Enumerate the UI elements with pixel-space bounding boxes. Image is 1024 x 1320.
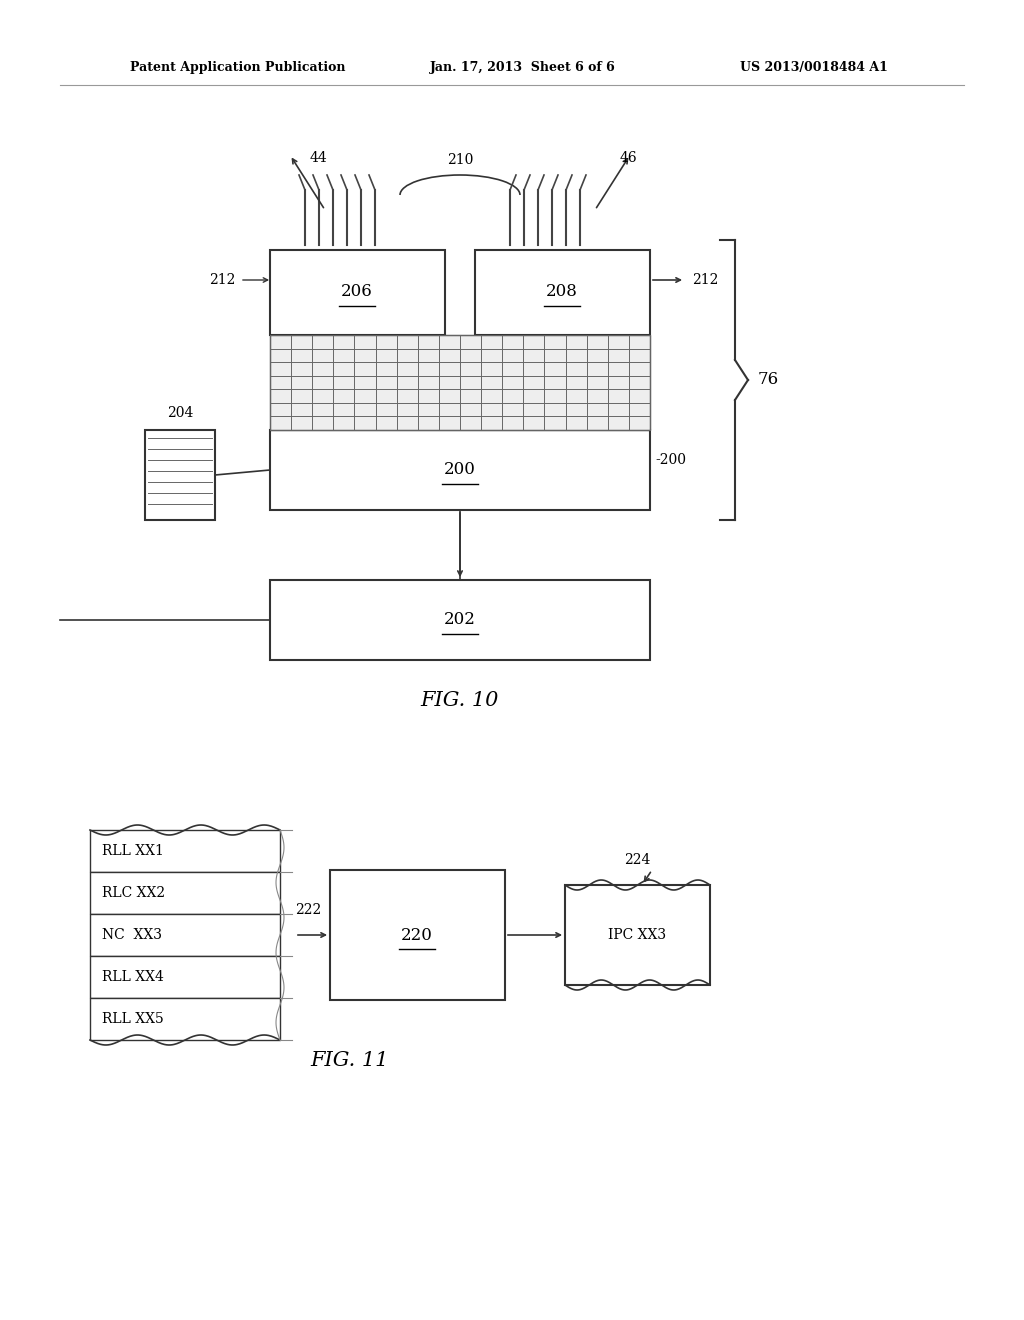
Text: RLL XX5: RLL XX5: [102, 1012, 164, 1026]
Text: RLL XX4: RLL XX4: [102, 970, 164, 983]
Bar: [330, 870, 505, 1001]
Bar: [475, 249, 650, 335]
Text: 76: 76: [758, 371, 779, 388]
Text: US 2013/0018484 A1: US 2013/0018484 A1: [740, 62, 888, 74]
Bar: [90, 956, 280, 998]
Text: FIG. 10: FIG. 10: [421, 690, 499, 710]
Bar: [270, 249, 445, 335]
Text: 206: 206: [341, 284, 373, 301]
Text: 208: 208: [546, 284, 578, 301]
Bar: [145, 430, 215, 520]
Bar: [270, 579, 650, 660]
Text: 202: 202: [444, 611, 476, 628]
Text: 224: 224: [624, 853, 650, 867]
Text: -200: -200: [655, 453, 686, 467]
Text: 220: 220: [401, 927, 433, 944]
Bar: [90, 873, 280, 913]
Text: 46: 46: [620, 150, 638, 165]
Text: 200: 200: [444, 462, 476, 479]
Bar: [90, 830, 280, 873]
Text: Patent Application Publication: Patent Application Publication: [130, 62, 345, 74]
Bar: [90, 998, 280, 1040]
Text: 204: 204: [167, 407, 194, 420]
Bar: [565, 884, 710, 985]
Text: 212: 212: [209, 273, 234, 286]
Text: NC  XX3: NC XX3: [102, 928, 162, 942]
Text: 210: 210: [446, 153, 473, 168]
Text: RLL XX1: RLL XX1: [102, 843, 164, 858]
Text: FIG. 11: FIG. 11: [311, 1051, 389, 1069]
Text: IPC XX3: IPC XX3: [608, 928, 666, 942]
Text: 44: 44: [310, 150, 328, 165]
Bar: [270, 335, 650, 430]
Bar: [270, 430, 650, 510]
Bar: [90, 913, 280, 956]
Text: RLC XX2: RLC XX2: [102, 886, 165, 900]
Text: Jan. 17, 2013  Sheet 6 of 6: Jan. 17, 2013 Sheet 6 of 6: [430, 62, 615, 74]
Text: 222: 222: [295, 903, 322, 917]
Text: 212: 212: [692, 273, 719, 286]
